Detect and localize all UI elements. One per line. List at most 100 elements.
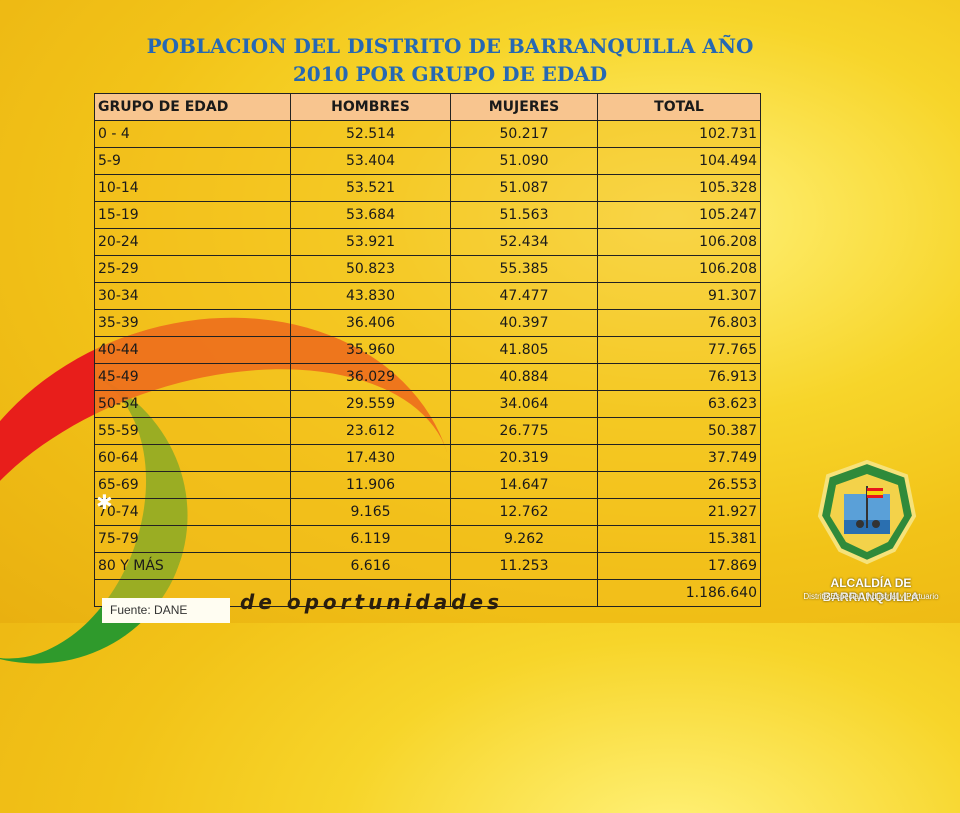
cell-total: 91.307	[597, 282, 761, 310]
cell-age-group: 50-54	[94, 390, 291, 418]
cell-hombres: 52.514	[290, 120, 451, 148]
cell-mujeres: 11.253	[450, 552, 598, 580]
cell-age-group: 80 Y MÁS	[94, 552, 291, 580]
table-row: 50-54 29.559 34.064 63.623	[94, 390, 761, 418]
cell-total: 105.247	[597, 201, 761, 229]
cell-total: 50.387	[597, 417, 761, 445]
cell-total: 21.927	[597, 498, 761, 526]
sparkle-icon: ✱	[96, 490, 113, 514]
cell-total: 105.328	[597, 174, 761, 202]
table-row: 35-39 36.406 40.397 76.803	[94, 309, 761, 337]
logo-subtitle: Distrito Especial, Industrial y Portuari…	[803, 592, 939, 601]
cell-mujeres: 50.217	[450, 120, 598, 148]
cell-age-group: 0 - 4	[94, 120, 291, 148]
header-total: TOTAL	[597, 93, 761, 121]
cell-hombres: 35.960	[290, 336, 451, 364]
cell-total: 26.553	[597, 471, 761, 499]
header-mujeres: MUJERES	[450, 93, 598, 121]
cell-mujeres: 51.563	[450, 201, 598, 229]
cell-mujeres: 40.884	[450, 363, 598, 391]
cell-hombres: 29.559	[290, 390, 451, 418]
cell-total: 1.186.640	[597, 579, 761, 607]
cell-hombres: 53.684	[290, 201, 451, 229]
cell-hombres: 11.906	[290, 471, 451, 499]
table-header-row: GRUPO DE EDAD HOMBRES MUJERES TOTAL	[94, 93, 761, 121]
cell-total: 102.731	[597, 120, 761, 148]
table-row: 45-49 36.029 40.884 76.913	[94, 363, 761, 391]
table-row: 80 Y MÁS 6.616 11.253 17.869	[94, 552, 761, 580]
cell-mujeres: 51.087	[450, 174, 598, 202]
cell-hombres	[290, 579, 451, 607]
cell-total: 63.623	[597, 390, 761, 418]
cell-age-group: 45-49	[94, 363, 291, 391]
cell-mujeres: 47.477	[450, 282, 598, 310]
cell-mujeres: 55.385	[450, 255, 598, 283]
alcaldia-logo: ALCALDÍA DE BARRANQUILLA Distrito Especi…	[796, 458, 946, 608]
cell-age-group: 55-59	[94, 417, 291, 445]
table-row: 60-64 17.430 20.319 37.749	[94, 444, 761, 472]
city-seal-icon	[817, 459, 917, 565]
cell-mujeres: 41.805	[450, 336, 598, 364]
cell-hombres: 17.430	[290, 444, 451, 472]
title-line-2: 2010 POR GRUPO DE EDAD	[292, 62, 608, 86]
table-row: 55-59 23.612 26.775 50.387	[94, 417, 761, 445]
cell-hombres: 6.616	[290, 552, 451, 580]
cell-age-group: 70-74	[94, 498, 291, 526]
cell-mujeres: 40.397	[450, 309, 598, 337]
logo-name: ALCALDÍA DE BARRANQUILLA	[822, 576, 920, 604]
table-row: 30-34 43.830 47.477 91.307	[94, 282, 761, 310]
page-title: POBLACION DEL DISTRITO DE BARRANQUILLA A…	[90, 32, 810, 88]
cell-age-group: 25-29	[94, 255, 291, 283]
cell-hombres: 9.165	[290, 498, 451, 526]
cell-age-group: 65-69	[94, 471, 291, 499]
cell-hombres: 36.029	[290, 363, 451, 391]
cell-total: 76.913	[597, 363, 761, 391]
cell-age-group: 10-14	[94, 174, 291, 202]
table-row: 10-14 53.521 51.087 105.328	[94, 174, 761, 202]
source-note: Fuente: DANE	[102, 598, 230, 623]
cell-total: 76.803	[597, 309, 761, 337]
cell-total: 104.494	[597, 147, 761, 175]
table-row: 0 - 4 52.514 50.217 102.731	[94, 120, 761, 148]
cell-mujeres: 34.064	[450, 390, 598, 418]
cell-hombres: 23.612	[290, 417, 451, 445]
cell-age-group: 20-24	[94, 228, 291, 256]
table-row: 25-29 50.823 55.385 106.208	[94, 255, 761, 283]
cell-mujeres: 20.319	[450, 444, 598, 472]
header-grupo-de-edad: GRUPO DE EDAD	[94, 93, 291, 121]
table-row: 70-74 9.165 12.762 21.927	[94, 498, 761, 526]
cell-age-group: 75-79	[94, 525, 291, 553]
cell-mujeres: 26.775	[450, 417, 598, 445]
cell-mujeres: 52.434	[450, 228, 598, 256]
cell-hombres: 53.404	[290, 147, 451, 175]
cell-hombres: 50.823	[290, 255, 451, 283]
cell-age-group: 30-34	[94, 282, 291, 310]
cell-age-group: 35-39	[94, 309, 291, 337]
cell-age-group: 60-64	[94, 444, 291, 472]
cell-total: 15.381	[597, 525, 761, 553]
table-row: 65-69 11.906 14.647 26.553	[94, 471, 761, 499]
cell-mujeres: 12.762	[450, 498, 598, 526]
population-table: GRUPO DE EDAD HOMBRES MUJERES TOTAL 0 - …	[94, 93, 761, 607]
slogan-text: de oportunidades	[240, 590, 503, 614]
cell-age-group: 5-9	[94, 147, 291, 175]
cell-mujeres: 51.090	[450, 147, 598, 175]
table-body: 0 - 4 52.514 50.217 102.731 5-9 53.404 51.090 1…	[94, 120, 761, 607]
cell-hombres: 43.830	[290, 282, 451, 310]
cell-mujeres	[450, 579, 598, 607]
cell-total: 17.869	[597, 552, 761, 580]
cell-hombres: 53.521	[290, 174, 451, 202]
table-row: 15-19 53.684 51.563 105.247	[94, 201, 761, 229]
cell-age-group: 15-19	[94, 201, 291, 229]
table-row: 20-24 53.921 52.434 106.208	[94, 228, 761, 256]
header-hombres: HOMBRES	[290, 93, 451, 121]
cell-total: 106.208	[597, 255, 761, 283]
cell-mujeres: 14.647	[450, 471, 598, 499]
table-row: 40-44 35.960 41.805 77.765	[94, 336, 761, 364]
cell-hombres: 36.406	[290, 309, 451, 337]
cell-hombres: 53.921	[290, 228, 451, 256]
table-row: 75-79 6.119 9.262 15.381	[94, 525, 761, 553]
table-row: 5-9 53.404 51.090 104.494	[94, 147, 761, 175]
cell-hombres: 6.119	[290, 525, 451, 553]
title-line-1: POBLACION DEL DISTRITO DE BARRANQUILLA A…	[146, 34, 754, 58]
